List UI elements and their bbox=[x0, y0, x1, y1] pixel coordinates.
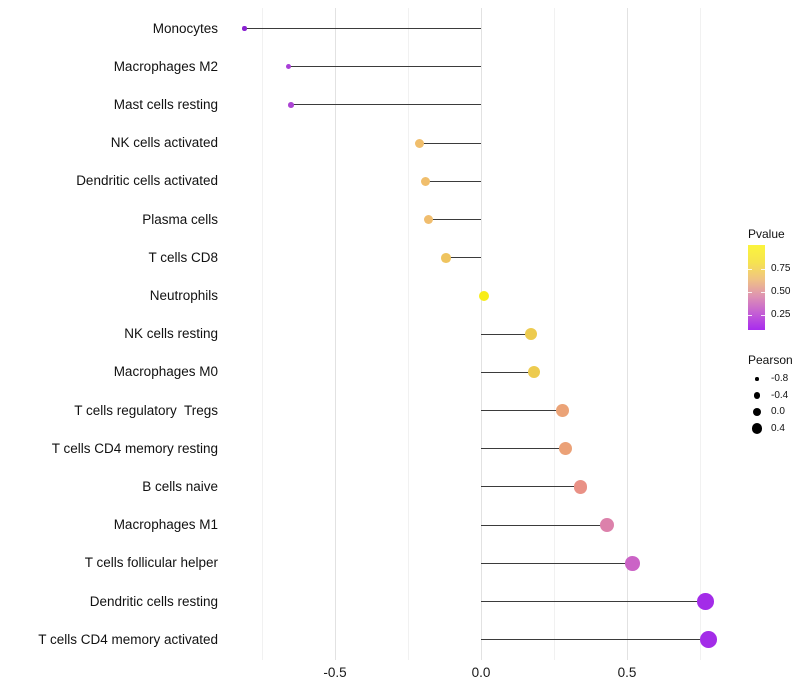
colorbar-tick-mark bbox=[748, 314, 752, 316]
lollipop-dot-nk-cells-resting bbox=[524, 328, 537, 341]
category-label-mast-cells-resting: Mast cells resting bbox=[113, 96, 218, 112]
pearson-size-dot--0.4 bbox=[753, 392, 761, 399]
category-label-nk-cells-resting: NK cells resting bbox=[124, 326, 218, 342]
gridline bbox=[261, 8, 263, 660]
lollipop-dot-dendritic-cells-resting bbox=[697, 593, 715, 610]
category-label-macrophages-m2: Macrophages M2 bbox=[113, 58, 218, 74]
pvalue-tick-label-0.50: 0.50 bbox=[771, 286, 791, 297]
category-label-macrophages-m0: Macrophages M0 bbox=[113, 364, 218, 380]
lollipop-dot-t-cells-cd4-memory-resting bbox=[559, 442, 573, 456]
lollipop-dot-monocytes bbox=[242, 26, 247, 31]
category-label-nk-cells-activated: NK cells activated bbox=[110, 135, 218, 151]
lollipop-dot-nk-cells-activated bbox=[415, 138, 425, 148]
x-tick-label--0.5: -0.5 bbox=[323, 665, 347, 680]
lollipop-stem-macrophages-m2 bbox=[288, 66, 481, 68]
pearson-size-label--0.8: -0.8 bbox=[771, 373, 789, 384]
lollipop-stem-mast-cells-resting bbox=[291, 104, 481, 106]
lollipop-stem-nk-cells-resting bbox=[481, 333, 531, 335]
pvalue-tick-label-0.25: 0.25 bbox=[771, 309, 791, 320]
lollipop-dot-macrophages-m2 bbox=[285, 63, 292, 70]
lollipop-dot-t-cells-follicular-helper bbox=[625, 555, 641, 571]
lollipop-dot-plasma-cells bbox=[423, 214, 434, 225]
colorbar-tick-mark bbox=[761, 291, 765, 293]
pearson-legend-title: Pearson bbox=[748, 353, 793, 367]
lollipop-stem-t-cells-cd4-memory-resting bbox=[481, 448, 566, 450]
lollipop-stem-dendritic-cells-resting bbox=[481, 600, 706, 603]
pearson-size-label-0.0: 0.0 bbox=[771, 406, 785, 417]
lollipop-stem-plasma-cells bbox=[428, 218, 481, 221]
lollipop-dot-t-cells-cd4-memory-activated bbox=[700, 631, 718, 649]
pvalue-colorbar bbox=[748, 245, 765, 330]
lollipop-dot-t-cells-cd8 bbox=[441, 252, 451, 263]
lollipop-stem-t-cells-regulatory-tregs bbox=[481, 409, 563, 412]
category-label-dendritic-cells-activated: Dendritic cells activated bbox=[76, 173, 218, 189]
category-label-t-cells-cd8: T cells CD8 bbox=[148, 249, 218, 265]
category-label-neutrophils: Neutrophils bbox=[149, 287, 218, 303]
lollipop-stem-monocytes bbox=[244, 27, 481, 30]
category-label-dendritic-cells-resting: Dendritic cells resting bbox=[89, 593, 218, 609]
colorbar-tick-mark bbox=[761, 314, 765, 316]
lollipop-stem-b-cells-naive bbox=[481, 486, 581, 488]
lollipop-stem-t-cells-cd4-memory-activated bbox=[481, 639, 709, 641]
colorbar-tick-mark bbox=[748, 291, 752, 293]
x-tick-label-0.0: 0.0 bbox=[471, 665, 491, 680]
lollipop-dot-mast-cells-resting bbox=[288, 102, 294, 108]
lollipop-dot-macrophages-m1 bbox=[599, 518, 614, 533]
gridline bbox=[553, 8, 555, 660]
pearson-size-label--0.4: -0.4 bbox=[771, 389, 789, 401]
lollipop-stem-macrophages-m0 bbox=[481, 371, 534, 373]
lollipop-stem-macrophages-m1 bbox=[481, 524, 607, 526]
pearson-size-label-0.4: 0.4 bbox=[771, 422, 785, 434]
gridline bbox=[626, 8, 628, 660]
gridline bbox=[699, 8, 701, 660]
category-label-macrophages-m1: Macrophages M1 bbox=[113, 517, 218, 533]
colorbar-tick-mark bbox=[748, 268, 752, 270]
lollipop-dot-neutrophils bbox=[478, 290, 490, 302]
pearson-size-dot-0.4 bbox=[751, 423, 763, 434]
pearson-size-dot-0.0 bbox=[752, 407, 762, 417]
lollipop-stem-t-cells-follicular-helper bbox=[481, 562, 633, 564]
colorbar-tick-mark bbox=[761, 268, 765, 270]
pvalue-tick-label-0.75: 0.75 bbox=[771, 263, 791, 274]
category-label-monocytes: Monocytes bbox=[152, 20, 218, 36]
category-label-t-cells-follicular-helper: T cells follicular helper bbox=[84, 555, 218, 571]
lollipop-dot-t-cells-regulatory-tregs bbox=[556, 404, 570, 417]
pearson-size-dot--0.8 bbox=[755, 377, 759, 381]
category-label-t-cells-regulatory-tregs: T cells regulatory Tregs bbox=[74, 402, 218, 418]
lollipop-stem-t-cells-cd8 bbox=[445, 257, 481, 259]
lollipop-stem-dendritic-cells-activated bbox=[425, 180, 481, 182]
lollipop-dot-b-cells-naive bbox=[573, 480, 587, 494]
lollipop-dot-macrophages-m0 bbox=[527, 366, 540, 379]
category-label-t-cells-cd4-memory-resting: T cells CD4 memory resting bbox=[51, 440, 218, 456]
category-label-plasma-cells: Plasma cells bbox=[142, 211, 218, 227]
lollipop-stem-nk-cells-activated bbox=[419, 142, 481, 144]
lollipop-dot-dendritic-cells-activated bbox=[420, 176, 431, 186]
category-label-b-cells-naive: B cells naive bbox=[142, 478, 218, 494]
gridline bbox=[407, 8, 409, 660]
pvalue-legend-title: Pvalue bbox=[748, 227, 785, 241]
category-label-t-cells-cd4-memory-activated: T cells CD4 memory activated bbox=[38, 631, 218, 647]
x-tick-label-0.5: 0.5 bbox=[617, 665, 637, 680]
gridline bbox=[334, 8, 336, 660]
